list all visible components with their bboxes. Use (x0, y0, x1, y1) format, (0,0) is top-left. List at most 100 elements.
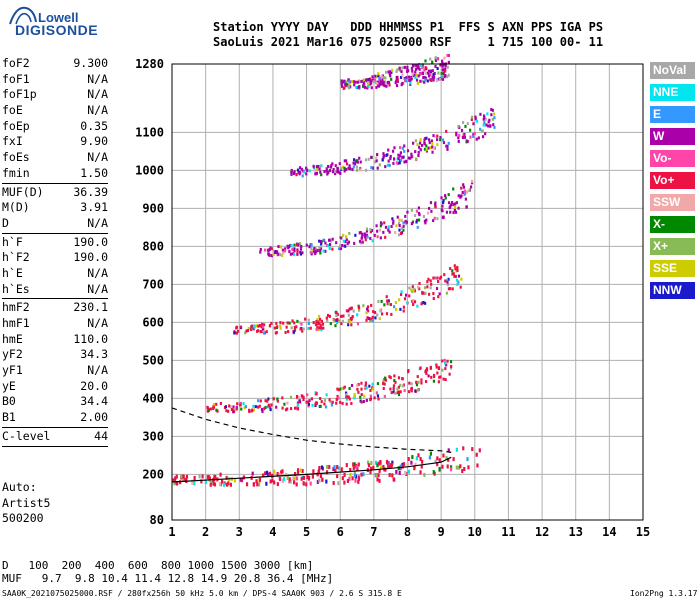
echo-point (432, 146, 436, 150)
echo-point (362, 304, 365, 308)
echo-point (416, 81, 419, 85)
echo-point (410, 288, 413, 292)
echo-point (358, 80, 361, 84)
echo-point (193, 481, 196, 486)
param-name: foF1 (2, 71, 30, 86)
param-name: h`E (2, 265, 23, 280)
legend-item-nnw: NNW (650, 282, 695, 299)
echo-point (351, 80, 354, 84)
echo-point (289, 252, 292, 256)
echo-point (293, 321, 296, 325)
echo-point (386, 299, 389, 303)
echo-point (457, 124, 460, 128)
echo-point (455, 131, 458, 135)
echo-point (425, 367, 429, 371)
echo-point (233, 478, 237, 483)
echo-point (276, 253, 279, 257)
echo-point (392, 477, 395, 482)
echo-point (198, 474, 201, 479)
echo-point (364, 238, 367, 242)
echo-point (434, 59, 438, 63)
echo-point (206, 406, 209, 410)
echo-point (410, 208, 413, 212)
echo-point (468, 189, 471, 193)
echo-point (314, 172, 317, 176)
echo-point (273, 469, 276, 474)
echo-point (336, 465, 339, 470)
param-row: foF1p N/A (2, 87, 108, 103)
echo-point (447, 448, 450, 453)
echo-point (264, 405, 267, 409)
echo-point (296, 252, 299, 256)
echo-point (270, 403, 273, 407)
echo-point (436, 134, 439, 138)
echo-point (295, 173, 298, 177)
param-value: N/A (87, 363, 108, 378)
echo-point (407, 75, 411, 79)
echo-point (387, 80, 391, 84)
echo-point (291, 252, 294, 256)
echo-point (404, 219, 407, 223)
echo-point (259, 248, 262, 252)
echo-point (416, 375, 419, 379)
echo-point (424, 66, 427, 70)
echo-point (441, 77, 445, 81)
echo-point (388, 375, 391, 379)
profile-solid-line (171, 456, 452, 483)
muf-value: 12.8 (161, 572, 195, 585)
echo-point (273, 326, 276, 330)
echo-point (383, 221, 386, 225)
plot-grid (171, 63, 644, 521)
echo-point (398, 228, 401, 232)
echo-point (369, 236, 372, 240)
echo-point (281, 406, 284, 410)
echo-point (431, 60, 434, 64)
echo-point (423, 68, 426, 72)
echo-point (345, 159, 348, 163)
echo-point (319, 396, 322, 400)
echo-point (352, 466, 355, 471)
echo-point (419, 366, 422, 370)
echo-point (414, 150, 417, 154)
echo-point (235, 407, 238, 411)
echo-point (420, 381, 423, 385)
echo-point (406, 149, 410, 153)
echo-point (321, 477, 324, 482)
echo-point (280, 254, 284, 258)
echo-point (367, 463, 371, 468)
echo-point (406, 69, 409, 73)
param-row: foEs N/A (2, 150, 108, 166)
echo-point (286, 407, 289, 411)
echo-point (359, 160, 362, 164)
echo-point (314, 250, 318, 254)
echo-point (286, 476, 289, 481)
echo-point (416, 285, 420, 289)
echo-point (264, 399, 267, 403)
echo-point (232, 405, 235, 409)
echo-point (438, 77, 442, 81)
echo-point (281, 251, 285, 255)
echo-point (397, 385, 400, 389)
echo-point (457, 194, 460, 198)
echo-point (391, 460, 394, 465)
x-tick-label: 10 (468, 525, 482, 539)
echo-point (413, 300, 417, 304)
echo-point (296, 403, 299, 407)
echo-point (373, 233, 376, 237)
echo-point (275, 405, 278, 409)
echo-point (451, 269, 454, 273)
echo-point (349, 472, 352, 477)
echo-point (227, 409, 230, 413)
echo-point (360, 236, 363, 240)
echo-point (341, 476, 344, 481)
echo-point (358, 239, 362, 243)
echo-point (490, 108, 493, 112)
echo-point (381, 74, 385, 78)
echo-point (272, 397, 275, 401)
echo-point (453, 274, 456, 278)
echo-point (397, 156, 400, 160)
echo-point (272, 250, 275, 254)
echo-point (276, 397, 279, 401)
echo-point (279, 245, 282, 249)
echo-point (314, 168, 317, 172)
